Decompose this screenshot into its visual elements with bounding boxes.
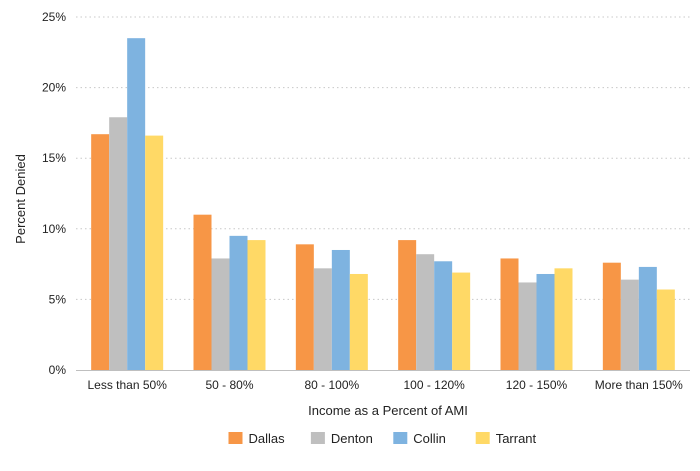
bar-dallas xyxy=(193,214,212,370)
legend-swatch-denton xyxy=(310,432,325,444)
bar-tarrant xyxy=(145,135,164,370)
bar-dallas xyxy=(91,134,110,370)
x-tick-label: 100 - 120% xyxy=(403,378,465,392)
bar-denton xyxy=(109,117,128,370)
bar-collin xyxy=(638,266,657,370)
bar-tarrant xyxy=(452,272,471,370)
legend-swatch-dallas xyxy=(228,432,243,444)
bar-dallas xyxy=(500,258,519,370)
y-tick-label: 10% xyxy=(42,222,66,236)
bar-tarrant xyxy=(247,240,266,370)
x-tick-label: 50 - 80% xyxy=(205,378,253,392)
bar-dallas xyxy=(398,240,417,370)
bar-tarrant xyxy=(349,273,368,370)
y-tick-label: 20% xyxy=(42,81,66,95)
x-axis-label: Income as a Percent of AMI xyxy=(308,403,468,418)
x-tick-label: More than 150% xyxy=(595,378,683,392)
y-tick-label: 0% xyxy=(49,363,67,377)
bar-tarrant xyxy=(656,289,675,370)
bar-collin xyxy=(536,273,555,370)
y-tick-label: 25% xyxy=(42,10,66,24)
legend-swatch-tarrant xyxy=(475,432,490,444)
legend-label-collin: Collin xyxy=(413,431,446,446)
legend-label-denton: Denton xyxy=(331,431,373,446)
bars xyxy=(91,38,675,371)
bar-collin xyxy=(127,38,146,371)
axes: 0% 5% 10% 15% 20% 25% Less than 50% 50 - 80% 80 … xyxy=(42,10,690,392)
bar-denton xyxy=(620,279,639,370)
bar-denton xyxy=(416,254,435,370)
y-axis-label: Percent Denied xyxy=(13,154,28,244)
bar-denton xyxy=(518,282,537,370)
legend-swatch-collin xyxy=(393,432,408,444)
gridlines xyxy=(76,16,690,300)
bar-collin xyxy=(229,235,248,370)
bar-dallas xyxy=(602,262,621,370)
bar-denton xyxy=(211,258,230,370)
bar-denton xyxy=(313,268,332,370)
x-tick-label: 80 - 100% xyxy=(304,378,359,392)
x-tick-label: 120 - 150% xyxy=(506,378,568,392)
bar-collin xyxy=(331,249,350,370)
legend-label-tarrant: Tarrant xyxy=(496,431,537,446)
bar-dallas xyxy=(295,244,314,370)
x-tick-label: Less than 50% xyxy=(87,378,167,392)
y-tick-label: 5% xyxy=(49,292,67,306)
legend-label-dallas: Dallas xyxy=(249,431,286,446)
bar-tarrant xyxy=(554,268,573,370)
bar-collin xyxy=(434,261,453,370)
legend: Dallas Denton Collin Tarrant xyxy=(228,431,537,446)
y-tick-label: 15% xyxy=(42,151,66,165)
